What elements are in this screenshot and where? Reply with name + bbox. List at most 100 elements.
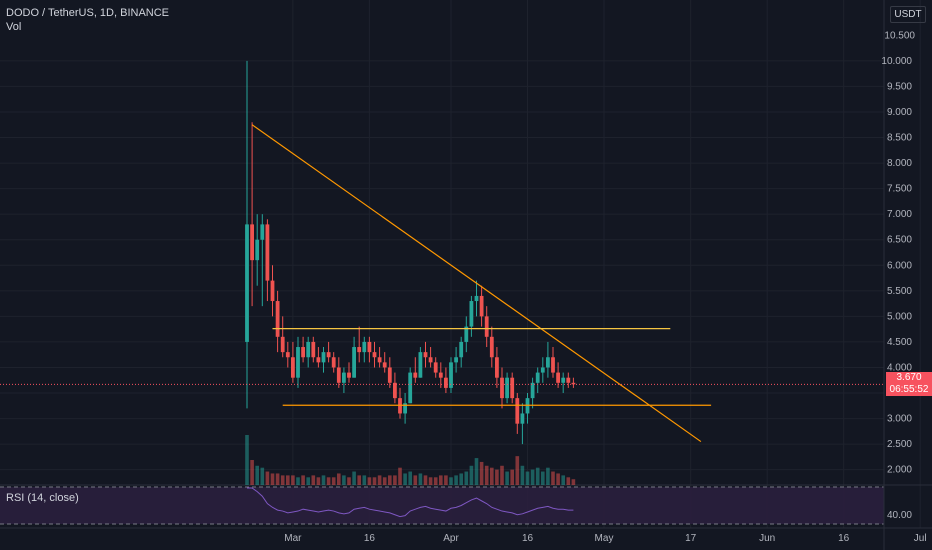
volume-bar	[270, 473, 275, 485]
volume-bar	[275, 473, 280, 485]
candle-body	[408, 372, 413, 404]
volume-bar	[546, 467, 550, 485]
price-tick-label: 2.500	[887, 439, 912, 450]
volume-bar	[541, 471, 545, 485]
volume-bar	[265, 471, 270, 485]
price-tick-label: 4.000	[887, 362, 912, 373]
candle-body	[444, 377, 448, 388]
volume-label[interactable]: Vol	[6, 21, 22, 33]
candle-body	[342, 372, 346, 383]
candle-body	[291, 357, 295, 378]
candle-body	[530, 382, 535, 399]
countdown-value: 06:55:52	[889, 384, 929, 395]
candle-body	[403, 403, 407, 414]
candle-body	[510, 377, 515, 399]
volume-bar	[342, 475, 346, 485]
volume-bar	[505, 471, 509, 485]
volume-bar	[250, 460, 254, 485]
volume-bar	[321, 475, 326, 485]
rsi-label[interactable]: RSI (14, close)	[6, 492, 79, 504]
currency-badge[interactable]: USDT	[890, 6, 926, 23]
volume-bar	[423, 475, 428, 485]
candle-body	[377, 357, 382, 363]
time-tick-label: Apr	[443, 533, 459, 544]
candle-body	[520, 413, 525, 424]
candle-body	[245, 224, 249, 342]
volume-bar	[352, 471, 356, 485]
candle-body	[556, 372, 560, 383]
candle-body	[306, 341, 311, 358]
last-price-tag: 3.670 06:55:52	[886, 372, 932, 396]
price-tick-label: 5.500	[887, 286, 912, 297]
candle-body	[423, 352, 428, 358]
volume-bar	[331, 477, 336, 485]
volume-bar	[403, 473, 407, 485]
candle-body	[484, 316, 489, 337]
candle-body	[428, 357, 433, 363]
volume-bar	[316, 477, 321, 485]
volume-bar	[571, 479, 576, 485]
candle-body	[449, 362, 453, 388]
candle-body	[515, 398, 520, 424]
candle-body	[301, 347, 305, 358]
volume-bar	[561, 475, 565, 485]
time-tick-label: Jul	[914, 533, 927, 544]
volume-bar	[388, 475, 392, 485]
price-tick-label: 2.000	[887, 465, 912, 476]
volume-bar	[510, 469, 514, 485]
volume-bar	[286, 475, 290, 485]
volume-bar	[367, 477, 372, 485]
time-tick-label: Mar	[284, 533, 302, 544]
candle-body	[546, 357, 550, 368]
symbol-line[interactable]: DODO / TetherUS, 1D, BINANCE	[6, 7, 170, 19]
candle-body	[357, 347, 362, 353]
candle-body	[387, 367, 392, 383]
candle-body	[250, 224, 254, 261]
volume-bar	[474, 458, 479, 485]
candle-body	[275, 301, 280, 337]
price-tick-label: 9.000	[887, 107, 912, 118]
volume-bar	[454, 475, 458, 485]
rsi-band	[0, 487, 884, 524]
candle-body	[326, 352, 331, 358]
volume-bar	[280, 475, 285, 485]
volume-bar	[372, 477, 377, 485]
volume-bar	[347, 477, 351, 485]
candle-body	[260, 224, 265, 240]
time-tick-label: 17	[685, 533, 697, 544]
candle-body	[571, 382, 576, 385]
price-tick-label: 4.500	[887, 337, 912, 348]
candle-body	[362, 341, 367, 353]
volume-bar	[255, 465, 259, 485]
time-tick-label: 16	[364, 533, 376, 544]
price-tick-label: 6.500	[887, 235, 912, 246]
volume-bar	[393, 475, 397, 485]
price-tick-label: 10.000	[881, 56, 912, 67]
volume-bar	[377, 475, 382, 485]
candle-body	[285, 352, 290, 358]
volume-bar	[530, 469, 535, 485]
last-price-value: 3.670	[896, 372, 922, 383]
candle-body	[566, 377, 571, 383]
candle-body	[367, 341, 372, 353]
candle-body	[255, 239, 260, 261]
time-tick-label: Jun	[759, 533, 775, 544]
price-tick-label: 8.000	[887, 158, 912, 169]
candle-body	[459, 341, 464, 358]
volume-bar	[439, 475, 443, 485]
volume-bar	[418, 473, 423, 485]
volume-bar	[556, 473, 560, 485]
volume-bar	[326, 477, 331, 485]
rsi-tick-label: 40.00	[887, 510, 912, 521]
candle-body	[500, 377, 504, 399]
candle-body	[336, 367, 341, 383]
candle-body	[479, 295, 484, 317]
candle-body	[540, 367, 545, 373]
volume-bar	[362, 475, 367, 485]
candle-body	[413, 372, 418, 378]
price-tick-label: 10.500	[884, 30, 915, 41]
price-tick-label: 7.000	[887, 209, 912, 220]
price-tick-label: 5.000	[887, 311, 912, 322]
volume-bar	[551, 471, 555, 485]
